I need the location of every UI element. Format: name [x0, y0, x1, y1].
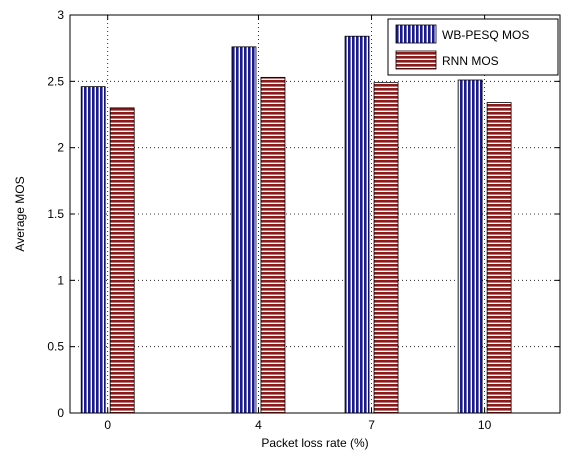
y-tick-label: 1 [57, 273, 64, 287]
y-tick-label: 3 [57, 8, 64, 22]
x-tick-label: 0 [104, 418, 111, 432]
y-tick-label: 2.5 [47, 74, 64, 88]
x-axis-title: Packet loss rate (%) [261, 436, 368, 450]
bar-wb-pesq-mos [344, 35, 370, 414]
bar-rnn-mos [486, 102, 512, 414]
y-axis-title: Average MOS [13, 176, 27, 251]
x-tick-label: 10 [478, 418, 492, 432]
bar-wb-pesq-mos [457, 79, 483, 414]
bar-rnn-mos [109, 107, 135, 414]
bar-rnn-mos [373, 82, 399, 414]
legend-label-rnn: RNN MOS [442, 54, 499, 68]
y-tick-label: 0.5 [47, 340, 64, 354]
y-tick-label: 0 [57, 406, 64, 420]
bar-rnn-mos [260, 76, 286, 414]
x-tick-label: 4 [255, 418, 262, 432]
legend-swatch-rnn [395, 50, 437, 70]
axis-ticks: 0 0.5 1 1.5 2 2.5 3 0 4 7 10 [47, 8, 560, 432]
bar-wb-pesq-mos [80, 86, 106, 414]
bars [80, 35, 512, 414]
x-tick-label: 7 [368, 418, 375, 432]
bar-wb-pesq-mos [231, 46, 257, 414]
y-tick-label: 2 [57, 141, 64, 155]
legend-label-wb-pesq: WB-PESQ MOS [442, 28, 529, 42]
y-tick-label: 1.5 [47, 207, 64, 221]
legend-swatch-wb-pesq [395, 24, 437, 44]
legend: WB-PESQ MOS RNN MOS [387, 18, 559, 76]
